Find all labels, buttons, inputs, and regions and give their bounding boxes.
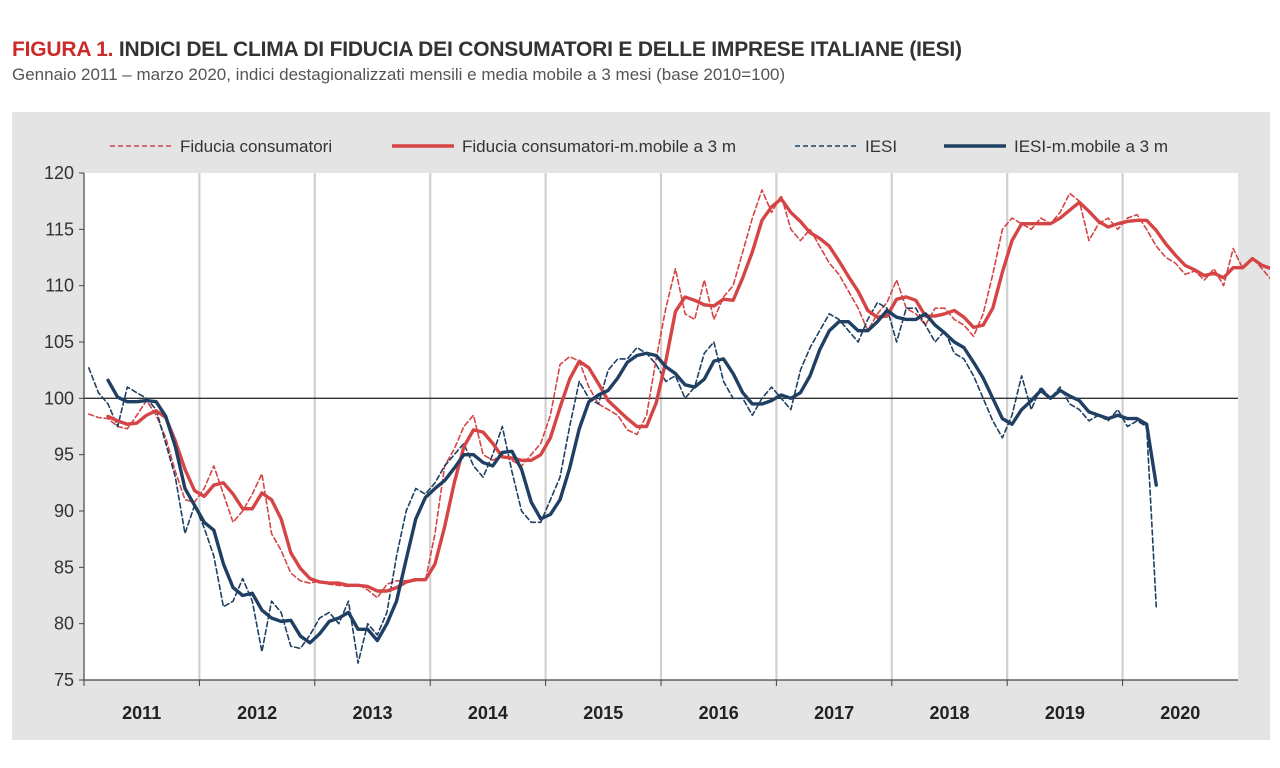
series-line-2 (106, 197, 1270, 593)
y-tick-label: 100 (44, 388, 74, 408)
x-tick-label: 2020 (1160, 703, 1200, 723)
x-tick-label: 2015 (583, 703, 623, 723)
y-tick-label: 75 (54, 670, 74, 690)
legend: Fiducia consumatori Fiducia consumatori-m… (110, 137, 1168, 156)
x-tick-label: 2018 (929, 703, 969, 723)
y-tick-label: 110 (45, 276, 74, 296)
series-line-3 (88, 301, 1158, 664)
y-tick-label: 120 (44, 163, 74, 183)
x-tick-label: 2011 (122, 703, 161, 723)
line-chart: 2011 2012 2013 2014 2015 2016 2017 2018 2019 2020… (44, 137, 1270, 723)
figure-label: FIGURA 1. (12, 38, 114, 61)
legend-label: Fiducia consumatori (180, 137, 332, 156)
legend-label: Fiducia consumatori-m.mobile a 3 m (462, 137, 736, 156)
figure-title: FIGURA 1. INDICI DEL CLIMA DI FIDUCIA DE… (12, 38, 1272, 62)
figure-title-text: INDICI DEL CLIMA DI FIDUCIA DEI CONSUMAT… (118, 38, 962, 61)
series-lines (88, 189, 1270, 664)
y-tick-label: 115 (45, 219, 74, 239)
figure-subtitle: Gennaio 2011 – marzo 2020, indici destag… (12, 65, 786, 84)
y-tick-label: 90 (54, 501, 74, 521)
y-tick-label: 85 (54, 557, 74, 577)
x-tick-label: 2013 (352, 703, 392, 723)
legend-label: IESI-m.mobile a 3 m (1014, 137, 1168, 156)
chart-panel: 2011 2012 2013 2014 2015 2016 2017 2018 2019 2020… (12, 112, 1270, 740)
y-tick-label: 80 (54, 614, 74, 634)
figure-header: FIGURA 1. INDICI DEL CLIMA DI FIDUCIA DE… (12, 38, 1272, 85)
series-line-4 (106, 308, 1158, 645)
x-tick-label: 2019 (1045, 703, 1085, 723)
y-tick-label: 105 (44, 332, 74, 352)
x-tick-label: 2012 (237, 703, 277, 723)
x-tick-label: 2014 (468, 703, 508, 723)
y-tick-label: 95 (54, 445, 74, 465)
x-tick-label: 2017 (814, 703, 854, 723)
x-tick-label: 2016 (699, 703, 739, 723)
legend-label: IESI (865, 137, 897, 156)
year-gridlines (84, 173, 1238, 680)
axes: 2011 2012 2013 2014 2015 2016 2017 2018 2019 2020… (44, 163, 1238, 723)
